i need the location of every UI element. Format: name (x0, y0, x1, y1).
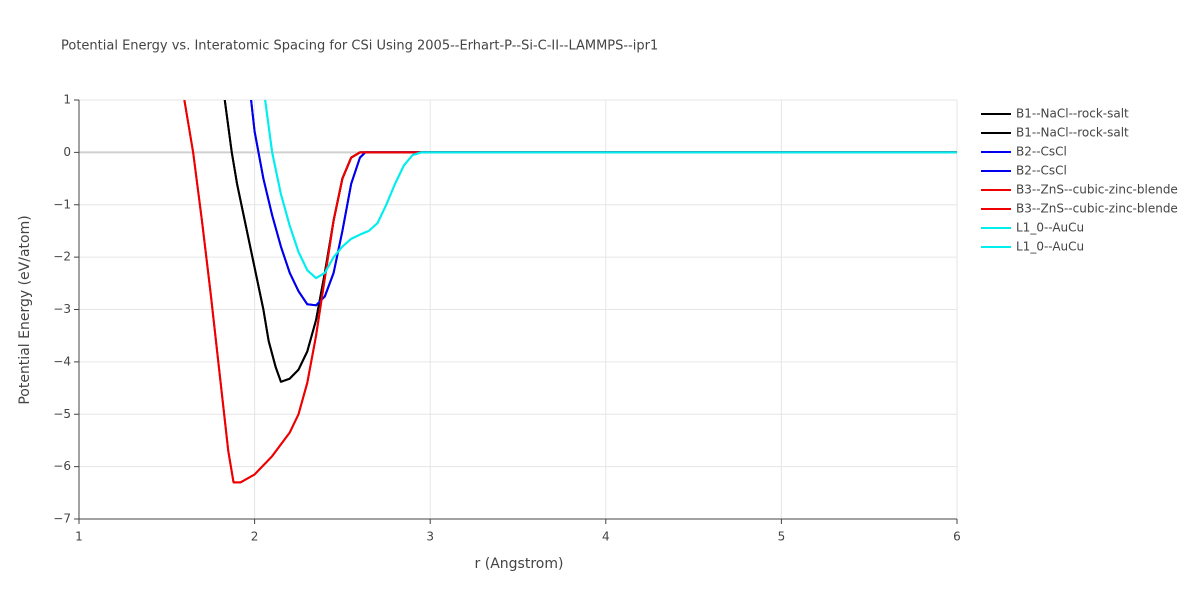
legend-item[interactable]: B1--NaCl--rock-salt (981, 107, 1129, 121)
plot-area (183, 100, 957, 484)
x-axis-title: r (Angstrom) (475, 556, 564, 572)
y-tick-label: −5 (53, 407, 71, 421)
x-tick-label: 3 (426, 530, 434, 544)
y-tick-label: 1 (63, 93, 71, 107)
axes: −7 −6 −5 −4 −3 −2 −1 0 1 1 2 3 4 5 6 (53, 93, 961, 544)
x-tick-label: 5 (778, 530, 786, 544)
chart-title: Potential Energy vs. Interatomic Spacing… (61, 39, 658, 54)
series-line (183, 100, 957, 484)
y-tick-label: −6 (53, 459, 71, 473)
grid (78, 99, 958, 520)
y-tick-label: 0 (63, 145, 71, 159)
legend-label: B2--CsCl (1016, 145, 1067, 159)
series-line (223, 100, 957, 383)
series-line (264, 100, 957, 280)
legend-item[interactable]: B2--CsCl (981, 145, 1067, 159)
x-tick-label: 1 (75, 530, 83, 544)
y-tick-label: −1 (53, 197, 71, 211)
legend-label: B1--NaCl--rock-salt (1016, 126, 1129, 140)
legend-item[interactable]: B2--CsCl (981, 164, 1067, 178)
legend-label: B3--ZnS--cubic-zinc-blende (1016, 183, 1178, 197)
legend-label: B2--CsCl (1016, 164, 1067, 178)
legend-item[interactable]: L1_0--AuCu (981, 221, 1084, 235)
x-tick-label: 2 (251, 530, 259, 544)
y-tick-label: −3 (53, 302, 71, 316)
y-tick-label: −2 (53, 250, 71, 264)
legend-item[interactable]: B3--ZnS--cubic-zinc-blende (981, 202, 1178, 216)
x-tick-label: 4 (602, 530, 610, 544)
series-line (250, 100, 957, 307)
series-line (223, 100, 957, 383)
legend-label: B3--ZnS--cubic-zinc-blende (1016, 202, 1178, 216)
y-tick-label: −4 (53, 354, 71, 368)
y-axis-title: Potential Energy (eV/atom) (17, 215, 33, 404)
y-tick-label: −7 (53, 512, 71, 526)
series-line (250, 100, 957, 307)
x-tick-label: 6 (953, 530, 961, 544)
legend-item[interactable]: B3--ZnS--cubic-zinc-blende (981, 183, 1178, 197)
legend-item[interactable]: B1--NaCl--rock-salt (981, 126, 1129, 140)
series-line (264, 100, 957, 280)
series-line (183, 100, 957, 484)
legend-item[interactable]: L1_0--AuCu (981, 240, 1084, 254)
legend: B1--NaCl--rock-salt B1--NaCl--rock-salt B2… (981, 107, 1178, 254)
legend-label: B1--NaCl--rock-salt (1016, 107, 1129, 121)
legend-label: L1_0--AuCu (1016, 221, 1084, 235)
legend-label: L1_0--AuCu (1016, 240, 1084, 254)
